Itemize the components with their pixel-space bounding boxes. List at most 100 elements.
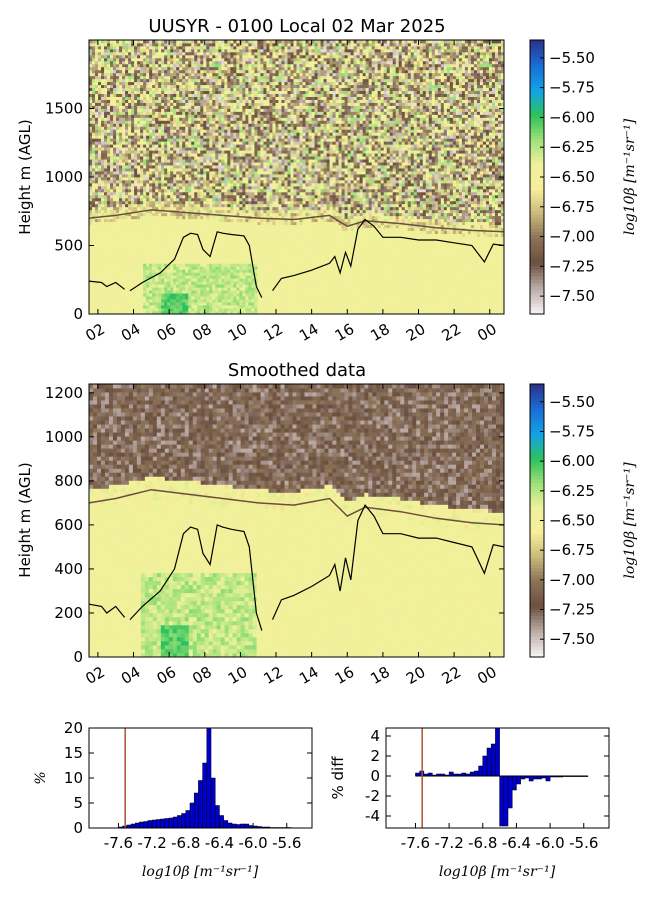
heatmap-cell xyxy=(227,224,231,229)
heatmap-cell xyxy=(119,278,123,282)
heatmap-cell xyxy=(218,239,222,243)
heatmap-cell xyxy=(212,105,216,109)
heatmap-cell xyxy=(152,260,156,264)
heatmap-cell xyxy=(98,212,102,217)
heatmap-cell xyxy=(197,168,201,172)
heatmap-cell xyxy=(119,185,123,190)
heatmap-cell xyxy=(143,200,147,205)
heatmap-cell xyxy=(227,129,231,133)
heatmap-cell xyxy=(212,206,216,211)
heatmap-cell xyxy=(110,284,114,288)
heatmap-cell xyxy=(152,197,156,202)
heatmap-cell xyxy=(122,42,126,47)
heatmap-cell xyxy=(197,135,201,139)
heatmap-cell xyxy=(239,102,243,106)
heatmap-cell xyxy=(218,287,222,291)
heatmap-cell xyxy=(200,233,204,237)
heatmap-cell xyxy=(131,269,135,273)
heatmap-cell xyxy=(206,200,210,205)
heatmap-cell xyxy=(131,174,135,178)
heatmap-cell xyxy=(146,120,150,124)
heatmap-cell xyxy=(110,96,114,100)
heatmap-cell xyxy=(143,218,147,223)
heatmap-cell xyxy=(143,102,147,106)
heatmap-cell xyxy=(239,197,243,202)
heatmap-cell xyxy=(191,90,195,95)
heatmap-cell xyxy=(98,209,102,214)
heatmap-cell xyxy=(104,177,108,181)
heatmap-cell xyxy=(221,260,225,264)
heatmap-cell xyxy=(224,191,228,196)
heatmap-cell xyxy=(155,123,159,127)
heatmap-cell xyxy=(242,99,246,103)
heatmap-cell xyxy=(107,78,111,83)
heatmap-cell xyxy=(146,272,150,276)
heatmap-cell xyxy=(113,218,117,223)
heatmap-cell xyxy=(143,179,147,184)
heatmap-cell xyxy=(215,275,219,279)
heatmap-cell xyxy=(92,185,96,190)
heatmap-cell xyxy=(224,194,228,199)
heatmap-cell xyxy=(212,102,216,106)
heatmap-cell xyxy=(152,215,156,220)
heatmap-cell xyxy=(197,308,201,312)
heatmap-cell xyxy=(227,54,231,59)
heatmap-cell xyxy=(167,191,171,196)
heatmap-cell xyxy=(89,287,93,291)
heatmap-cell xyxy=(248,144,252,148)
heatmap-cell xyxy=(137,221,141,226)
heatmap-cell xyxy=(137,230,141,234)
heatmap-cell xyxy=(131,254,135,258)
heatmap-cell xyxy=(218,209,222,214)
heatmap-cell xyxy=(188,153,192,157)
heatmap-cell xyxy=(101,257,105,261)
heatmap-cell xyxy=(215,174,219,178)
heatmap-cell xyxy=(89,126,93,130)
heatmap-cell xyxy=(125,135,129,139)
heatmap-cell xyxy=(164,230,168,234)
heatmap-cell xyxy=(131,263,135,267)
heatmap-cell xyxy=(200,45,204,50)
heatmap-cell xyxy=(239,302,243,306)
heatmap-cell xyxy=(188,245,192,249)
heatmap-cell xyxy=(227,123,231,127)
heatmap-cell xyxy=(128,84,132,89)
heatmap-cell xyxy=(101,239,105,243)
heatmap-cell xyxy=(122,120,126,124)
heatmap-cell xyxy=(224,54,228,59)
heatmap-cell xyxy=(128,78,132,83)
heatmap-cell xyxy=(128,141,132,145)
heatmap-cell xyxy=(179,54,183,59)
heatmap-cell xyxy=(122,302,126,306)
heatmap-cell xyxy=(155,84,159,89)
heatmap-cell xyxy=(230,48,234,53)
heatmap-cell xyxy=(113,57,117,62)
heatmap-cell xyxy=(203,105,207,109)
heatmap-cell xyxy=(245,135,249,139)
heatmap-cell xyxy=(104,254,108,258)
heatmap-cell xyxy=(224,126,228,130)
heatmap-cell xyxy=(98,174,102,178)
heatmap-cell xyxy=(170,132,174,136)
heatmap-cell xyxy=(215,78,219,83)
heatmap-cell xyxy=(206,174,210,178)
heatmap-cell xyxy=(248,75,252,80)
heatmap-cell xyxy=(179,40,183,44)
heatmap-cell xyxy=(197,141,201,145)
heatmap-cell xyxy=(248,90,252,95)
heatmap-cell xyxy=(125,105,129,109)
heatmap-cell xyxy=(158,105,162,109)
heatmap-cell xyxy=(176,141,180,145)
heatmap-cell xyxy=(224,141,228,145)
heatmap-cell xyxy=(146,132,150,136)
heatmap-cell xyxy=(101,81,105,86)
heatmap-cell xyxy=(95,293,99,297)
heatmap-cell xyxy=(110,72,114,77)
heatmap-cell xyxy=(152,305,156,309)
heatmap-cell xyxy=(140,159,144,163)
heatmap-cell xyxy=(173,69,177,74)
heatmap-cell xyxy=(236,111,240,115)
heatmap-cell xyxy=(227,263,231,267)
heatmap-cell xyxy=(152,179,156,184)
heatmap-cell xyxy=(209,218,213,223)
